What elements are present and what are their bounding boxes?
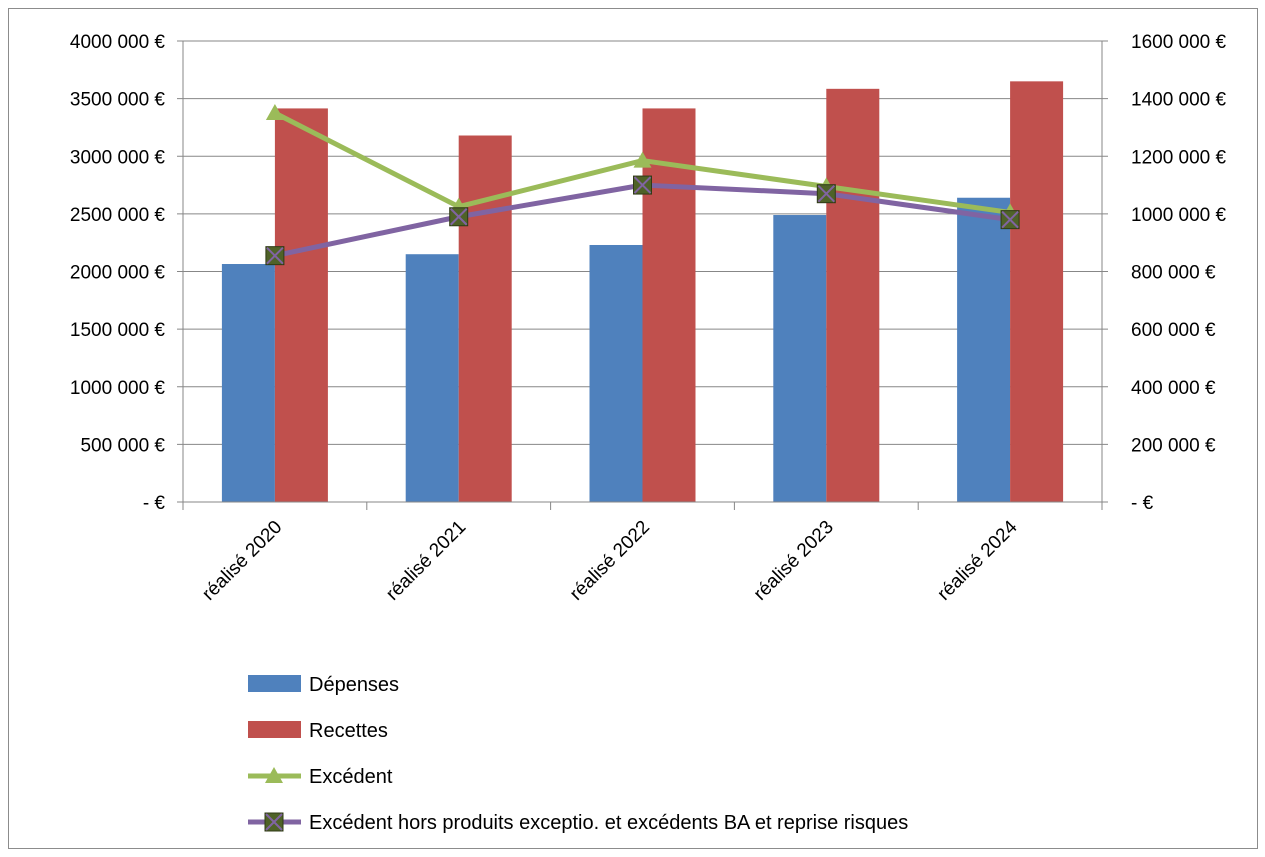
left-tick-label: - €	[143, 493, 166, 514]
marker-x	[1001, 210, 1019, 229]
left-tick-label: 3000 000 €	[70, 147, 166, 168]
x-tick-label: réalisé 2020	[198, 517, 286, 605]
bar-recettes	[826, 88, 880, 503]
bar-d-penses	[589, 244, 643, 502]
bar-d-penses	[957, 197, 1011, 503]
bar-recettes	[642, 108, 696, 502]
right-tick-label: 400 000 €	[1131, 378, 1216, 399]
bar-recettes	[1010, 81, 1064, 503]
left-tick-label: 3500 000 €	[70, 90, 166, 111]
right-tick-label: 1600 000 €	[1131, 32, 1227, 53]
right-tick-label: 1400 000 €	[1131, 90, 1227, 111]
left-tick-label: 4000 000 €	[70, 32, 166, 53]
x-tick-label: réalisé 2022	[566, 517, 654, 605]
legend-label: Excédent hors produits exceptio. et excé…	[309, 812, 908, 834]
x-tick-label: réalisé 2023	[750, 517, 838, 605]
legend-label: Dépenses	[309, 674, 399, 696]
right-tick-label: 800 000 €	[1131, 263, 1216, 284]
left-tick-label: 1500 000 €	[70, 320, 166, 341]
right-tick-label: 1000 000 €	[1131, 205, 1227, 226]
bar-d-penses	[773, 215, 827, 502]
legend-swatch	[248, 721, 301, 738]
right-tick-label: 200 000 €	[1131, 435, 1216, 456]
x-tick-label: réalisé 2024	[934, 516, 1022, 604]
right-tick-label: 600 000 €	[1131, 320, 1216, 341]
bar-recettes	[458, 135, 512, 502]
bar-d-penses	[221, 264, 275, 502]
legend-label: Excédent	[309, 766, 393, 788]
marker-x	[817, 184, 836, 203]
legend-marker-triangle	[265, 767, 283, 783]
right-tick-label: 1200 000 €	[1131, 147, 1227, 168]
marker-triangle	[265, 104, 284, 121]
marker-triangle	[633, 151, 652, 168]
marker-x	[266, 246, 284, 265]
left-tick-label: 500 000 €	[80, 435, 165, 456]
bar-d-penses	[405, 254, 459, 502]
marker-x	[449, 208, 468, 226]
x-tick-label: réalisé 2021	[382, 517, 470, 605]
left-tick-label: 2500 000 €	[70, 205, 166, 226]
bar-recettes	[274, 108, 328, 502]
left-tick-label: 1000 000 €	[70, 378, 166, 399]
right-tick-label: - €	[1131, 493, 1154, 514]
legend-swatch	[248, 675, 301, 692]
legend-marker-x	[265, 813, 283, 831]
legend-label: Recettes	[309, 720, 388, 742]
marker-x	[633, 176, 652, 194]
left-tick-label: 2000 000 €	[70, 263, 166, 284]
